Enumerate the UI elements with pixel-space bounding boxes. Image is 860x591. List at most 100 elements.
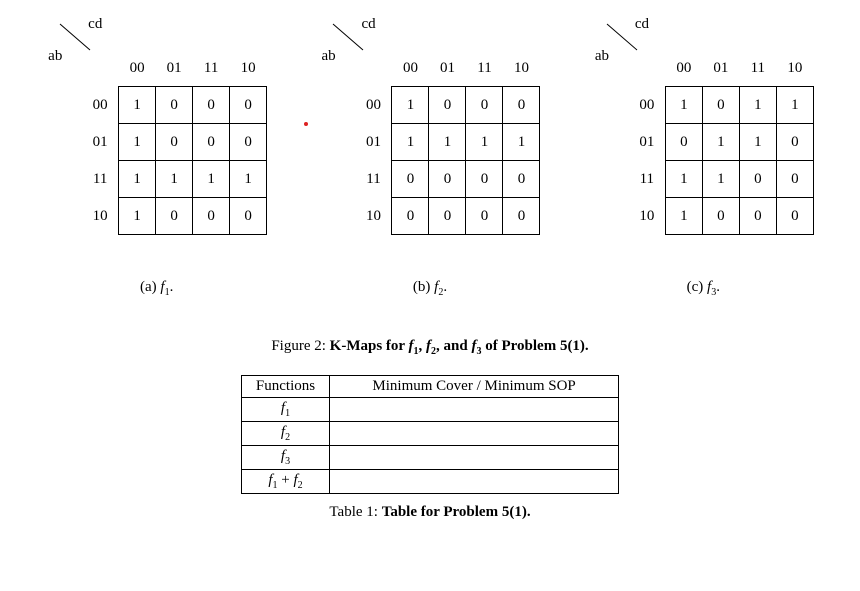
kmap-cell: 0 — [702, 198, 739, 235]
kmap-cell: 0 — [230, 198, 267, 235]
caption-suffix: . — [170, 279, 174, 295]
value-cell — [330, 470, 619, 494]
kmap-cell: 1 — [739, 87, 776, 124]
value-cell — [330, 422, 619, 446]
kmap-cell: 0 — [429, 87, 466, 124]
table-row: f1 — [241, 398, 618, 422]
kmap-caption: (b) f2. — [413, 279, 447, 298]
kmap-cell: 0 — [193, 87, 230, 124]
row-label: 01 — [629, 124, 666, 161]
kmap-cell: 0 — [776, 124, 813, 161]
table-header-cover: Minimum Cover / Minimum SOP — [330, 376, 619, 398]
kmap-cell: 1 — [119, 198, 156, 235]
kmap-cell: 1 — [702, 161, 739, 198]
col-label: 01 — [429, 50, 466, 87]
kmap-cell: 1 — [156, 161, 193, 198]
kmap-cell: 0 — [739, 198, 776, 235]
figure-caption: Figure 2: K-Maps for f1, f2, and f3 of P… — [20, 338, 840, 357]
col-label: 01 — [156, 50, 193, 87]
caption-suffix: . — [716, 279, 720, 295]
kmap-cell: 0 — [665, 124, 702, 161]
kmaps-row: cd ab 00 01 11 10 00 1 0 0 0 01 — [20, 30, 840, 298]
kmap-cell: 1 — [665, 198, 702, 235]
table-caption: Table 1: Table for Problem 5(1). — [20, 504, 840, 521]
kmap-row-var: ab — [595, 48, 609, 65]
value-cell — [330, 398, 619, 422]
kmap-table: 00 01 11 10 00 1 0 0 0 01 1 1 1 1 — [355, 50, 540, 235]
table-row: f1 + f2 — [241, 470, 618, 494]
kmap-cell: 0 — [466, 87, 503, 124]
fn-cell: f2 — [241, 422, 329, 446]
col-label: 11 — [739, 50, 776, 87]
bullet-dot-icon — [304, 122, 308, 126]
kmap-cell: 0 — [193, 124, 230, 161]
kmap-cell: 0 — [503, 198, 540, 235]
kmap-cell: 1 — [665, 161, 702, 198]
figure-prefix: Figure 2: — [271, 338, 329, 354]
col-label: 11 — [466, 50, 503, 87]
kmap-cell: 1 — [119, 87, 156, 124]
kmap-grid-container: cd ab 00 01 11 10 00 1 0 0 0 01 — [52, 30, 267, 235]
kmap-cell: 1 — [119, 161, 156, 198]
kmap-cell: 0 — [503, 161, 540, 198]
kmap-cell: 0 — [156, 124, 193, 161]
kmap-cell: 1 — [429, 124, 466, 161]
kmap-cell: 0 — [466, 198, 503, 235]
kmap-cell: 0 — [429, 198, 466, 235]
kmap-cell: 0 — [702, 87, 739, 124]
kmap-cell: 1 — [193, 161, 230, 198]
kmap-cell: 0 — [466, 161, 503, 198]
col-label: 10 — [503, 50, 540, 87]
caption-prefix: (b) — [413, 279, 434, 295]
row-label: 01 — [82, 124, 119, 161]
sep: , — [419, 338, 427, 354]
table-prefix: Table 1: — [329, 504, 381, 520]
value-cell — [330, 446, 619, 470]
kmap-col-var: cd — [88, 16, 102, 33]
kmap-cell: 1 — [466, 124, 503, 161]
table-row: f2 — [241, 422, 618, 446]
kmap-cell: 1 — [776, 87, 813, 124]
fn-sub: 2 — [298, 480, 303, 491]
kmap-cell: 1 — [739, 124, 776, 161]
kmap-cell: 0 — [776, 198, 813, 235]
kmap-cell: 0 — [156, 198, 193, 235]
fn-cell: f1 + f2 — [241, 470, 329, 494]
kmap-cell: 0 — [193, 198, 230, 235]
row-label: 00 — [82, 87, 119, 124]
kmap-cell: 1 — [119, 124, 156, 161]
kmap-row-var: ab — [48, 48, 62, 65]
sop-table: Functions Minimum Cover / Minimum SOP f1… — [241, 375, 619, 494]
kmap-cell: 1 — [392, 124, 429, 161]
col-label: 10 — [230, 50, 267, 87]
row-label: 11 — [355, 161, 392, 198]
table-row: f3 — [241, 446, 618, 470]
fn-sub: 1 — [285, 408, 290, 419]
fn-sub: 2 — [285, 432, 290, 443]
col-label: 11 — [193, 50, 230, 87]
caption-prefix: (a) — [140, 279, 160, 295]
row-label: 00 — [629, 87, 666, 124]
kmap-f3: cd ab 00 01 11 10 00 1 0 1 1 01 — [583, 30, 823, 298]
row-label: 10 — [82, 198, 119, 235]
kmap-grid-container: cd ab 00 01 11 10 00 1 0 0 0 01 — [325, 30, 540, 235]
kmap-cell: 0 — [156, 87, 193, 124]
plus: + — [278, 472, 294, 488]
row-label: 11 — [629, 161, 666, 198]
kmap-cell: 0 — [503, 87, 540, 124]
kmap-cell: 0 — [392, 198, 429, 235]
table-header-functions: Functions — [241, 376, 329, 398]
kmap-cell: 1 — [702, 124, 739, 161]
row-label: 01 — [355, 124, 392, 161]
row-label: 00 — [355, 87, 392, 124]
row-label: 10 — [629, 198, 666, 235]
kmap-cell: 0 — [392, 161, 429, 198]
col-label: 00 — [665, 50, 702, 87]
caption-suffix: . — [443, 279, 447, 295]
kmap-cell: 1 — [665, 87, 702, 124]
kmap-cell: 0 — [429, 161, 466, 198]
kmap-col-var: cd — [361, 16, 375, 33]
col-label: 00 — [392, 50, 429, 87]
col-label: 00 — [119, 50, 156, 87]
fn-sub: 3 — [285, 456, 290, 467]
